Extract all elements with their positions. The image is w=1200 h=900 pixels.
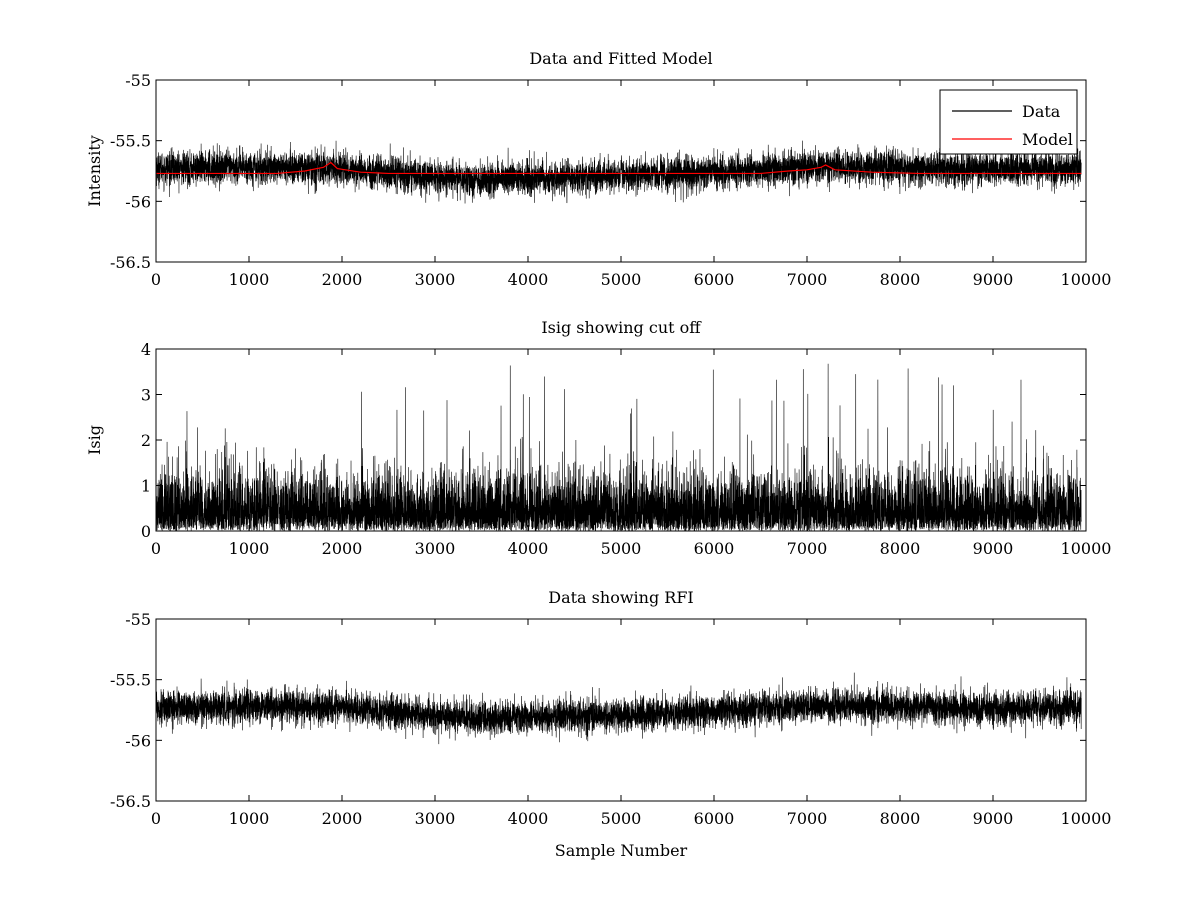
x-tick-label: 1000 bbox=[229, 270, 270, 289]
x-tick-label: 10000 bbox=[1061, 539, 1112, 558]
x-tick-label: 4000 bbox=[508, 270, 549, 289]
y-axis-label: Isig bbox=[85, 425, 104, 455]
y-tick-label: -56.5 bbox=[110, 253, 151, 272]
x-tick-label: 0 bbox=[151, 809, 161, 828]
y-axis-label: Intensity bbox=[85, 135, 104, 207]
y-tick-label: -56 bbox=[125, 731, 151, 750]
x-tick-label: 7000 bbox=[787, 809, 828, 828]
x-tick-label: 7000 bbox=[787, 270, 828, 289]
x-tick-label: 3000 bbox=[415, 539, 456, 558]
x-tick-label: 4000 bbox=[508, 539, 549, 558]
x-axis-label: Sample Number bbox=[555, 841, 688, 860]
x-tick-label: 1000 bbox=[229, 539, 270, 558]
x-tick-label: 9000 bbox=[973, 270, 1014, 289]
x-tick-label: 8000 bbox=[880, 539, 921, 558]
x-tick-label: 0 bbox=[151, 539, 161, 558]
legend-label-model: Model bbox=[1022, 130, 1073, 149]
subplot-1: 0 1000 2000 3000 4000 5000 6000 7000 8000 9000 100… bbox=[85, 49, 1111, 289]
legend: Data Model bbox=[939, 89, 1078, 155]
series-line-1 bbox=[155, 672, 1082, 745]
x-tick-label: 5000 bbox=[601, 539, 642, 558]
y-tick-label: 0 bbox=[141, 522, 151, 541]
x-tick-label: 7000 bbox=[787, 539, 828, 558]
subplot-2: 0 1000 2000 3000 4000 5000 6000 7000 8000 9000 100… bbox=[85, 318, 1111, 558]
chart-title: Data showing RFI bbox=[548, 588, 693, 607]
x-tick-label: 1000 bbox=[229, 809, 270, 828]
x-tick-label: 2000 bbox=[322, 809, 363, 828]
y-tick-label: 1 bbox=[141, 477, 151, 496]
y-tick-label: -55.5 bbox=[110, 132, 151, 151]
chart-title: Isig showing cut off bbox=[541, 318, 702, 337]
x-tick-label: 5000 bbox=[601, 270, 642, 289]
y-tick-label: -56.5 bbox=[110, 792, 151, 811]
y-tick-label: -56 bbox=[125, 192, 151, 211]
series-line-1 bbox=[155, 363, 1082, 532]
x-tick-label: 0 bbox=[151, 270, 161, 289]
x-tick-label: 9000 bbox=[973, 539, 1014, 558]
legend-label-data: Data bbox=[1022, 102, 1061, 121]
y-tick-label: 2 bbox=[141, 431, 151, 450]
subplot-3: 0 1000 2000 3000 4000 5000 6000 7000 8000 9000 100… bbox=[110, 588, 1111, 860]
y-tick-label: -55.5 bbox=[110, 671, 151, 690]
x-tick-label: 4000 bbox=[508, 809, 549, 828]
x-tick-label: 8000 bbox=[880, 270, 921, 289]
series-line-model bbox=[156, 161, 1082, 175]
x-tick-label: 10000 bbox=[1061, 809, 1112, 828]
legend-box bbox=[939, 89, 1078, 155]
x-tick-label: 3000 bbox=[415, 270, 456, 289]
chart-title: Data and Fitted Model bbox=[529, 49, 712, 68]
x-tick-label: 2000 bbox=[322, 270, 363, 289]
x-tick-label: 5000 bbox=[601, 809, 642, 828]
x-tick-label: 9000 bbox=[973, 809, 1014, 828]
x-tick-label: 10000 bbox=[1061, 270, 1112, 289]
y-tick-label: 3 bbox=[141, 386, 151, 405]
x-tick-label: 8000 bbox=[880, 809, 921, 828]
x-tick-label: 2000 bbox=[322, 539, 363, 558]
y-tick-label: 4 bbox=[141, 340, 151, 359]
x-tick-label: 6000 bbox=[694, 539, 735, 558]
series-line-data bbox=[155, 137, 1082, 204]
x-tick-label: 6000 bbox=[694, 809, 735, 828]
y-tick-label: -55 bbox=[125, 610, 151, 629]
x-tick-label: 6000 bbox=[694, 270, 735, 289]
y-tick-label: -55 bbox=[125, 71, 151, 90]
x-tick-label: 3000 bbox=[415, 809, 456, 828]
